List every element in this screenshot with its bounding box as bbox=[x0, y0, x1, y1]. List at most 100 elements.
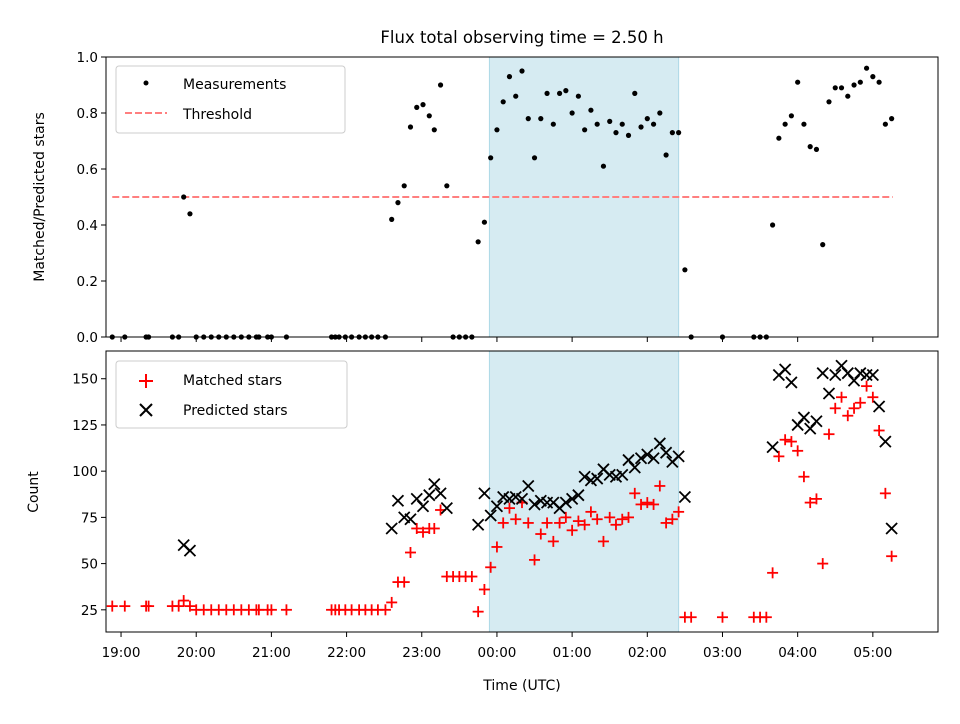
measurement-point bbox=[889, 116, 895, 122]
measurement-point bbox=[588, 107, 594, 113]
x-b bbox=[472, 518, 485, 531]
x-b bbox=[785, 376, 798, 389]
matched-stars-points bbox=[106, 380, 898, 623]
matched-star-point bbox=[106, 600, 118, 612]
x-b bbox=[628, 461, 641, 474]
x-b bbox=[440, 502, 453, 515]
top-y-tick-label: 1.0 bbox=[77, 50, 98, 66]
measurement-point bbox=[619, 121, 625, 127]
measurement-point bbox=[644, 116, 650, 122]
matched-star-point bbox=[472, 606, 484, 618]
measurement-point bbox=[876, 79, 882, 85]
x-b bbox=[841, 367, 854, 380]
top-legend-box bbox=[115, 65, 346, 134]
legend-matched-label: Matched stars bbox=[183, 373, 282, 389]
x-tick-label: 21:00 bbox=[252, 645, 291, 661]
chart-title: Flux total observing time = 2.50 h bbox=[380, 28, 663, 47]
legend-matched-marker bbox=[139, 374, 153, 388]
bottom-highlight-span bbox=[488, 350, 680, 633]
matched-star-point bbox=[836, 391, 848, 403]
top-y-tick-label: 0.6 bbox=[77, 162, 98, 178]
measurement-point bbox=[650, 121, 657, 127]
x-b bbox=[416, 500, 430, 513]
measurement-point bbox=[481, 219, 488, 225]
measurement-point bbox=[851, 82, 857, 88]
matched-star-point bbox=[265, 604, 277, 616]
x-b bbox=[183, 544, 197, 557]
top-y-axis-label: Matched/Predicted stars bbox=[32, 112, 48, 282]
predicted-star-point bbox=[391, 494, 405, 507]
predicted-star-point bbox=[440, 502, 453, 515]
x-tick-label: 22:00 bbox=[327, 645, 366, 661]
predicted-star-point bbox=[572, 489, 585, 502]
measurement-point bbox=[600, 163, 607, 169]
x-b bbox=[398, 511, 411, 524]
matched-star-point bbox=[810, 493, 822, 505]
matched-star-point bbox=[572, 515, 584, 527]
predicted-star-point bbox=[634, 452, 648, 465]
legend-measurements-label: Measurements bbox=[183, 77, 286, 93]
bottom-y-tick-label: 25 bbox=[81, 603, 98, 619]
matched-star-point bbox=[591, 513, 603, 525]
matched-star-point bbox=[798, 471, 810, 483]
matched-star-point bbox=[184, 600, 196, 612]
top-legend: Measurements Threshold bbox=[115, 65, 346, 134]
matched-star-point bbox=[566, 524, 578, 536]
x-b bbox=[391, 494, 405, 507]
x-tick-label: 04:00 bbox=[778, 645, 817, 661]
matched-star-point bbox=[635, 498, 647, 510]
matched-star-point bbox=[804, 497, 816, 509]
matched-star-point bbox=[579, 519, 591, 531]
measurement-point bbox=[845, 93, 851, 99]
predicted-star-point bbox=[678, 490, 692, 504]
matched-star-point bbox=[178, 595, 190, 607]
matched-star-point bbox=[773, 450, 785, 462]
matched-star-point bbox=[716, 611, 728, 623]
predicted-star-point bbox=[778, 363, 792, 376]
matched-star-point bbox=[654, 480, 666, 492]
predicted-star-point bbox=[766, 440, 779, 454]
predicted-star-point bbox=[578, 470, 591, 483]
predicted-stars-points bbox=[177, 359, 898, 557]
x-b bbox=[641, 448, 654, 461]
measurement-point bbox=[488, 155, 494, 161]
predicted-star-point bbox=[478, 487, 491, 500]
measurement-point bbox=[826, 99, 832, 105]
predicted-star-point bbox=[591, 472, 604, 485]
predicted-star-point bbox=[559, 496, 572, 509]
measurement-point bbox=[795, 79, 801, 85]
x-b bbox=[522, 479, 535, 493]
measurement-point bbox=[181, 194, 187, 200]
x-tick-label: 01:00 bbox=[553, 645, 592, 661]
matched-star-point bbox=[503, 502, 515, 514]
legend-predicted-label: Predicted stars bbox=[183, 403, 288, 419]
predicted-star-point bbox=[183, 544, 197, 557]
measurement-point bbox=[556, 90, 563, 96]
predicted-star-point bbox=[829, 368, 842, 382]
matched-star-point bbox=[466, 571, 478, 583]
x-b bbox=[490, 500, 504, 513]
measurement-point bbox=[407, 124, 414, 130]
matched-star-point bbox=[280, 604, 292, 616]
predicted-star-point bbox=[484, 509, 497, 522]
matched-star-point bbox=[685, 611, 697, 623]
matched-star-point bbox=[785, 436, 797, 448]
measurement-point bbox=[776, 135, 782, 141]
measurement-point bbox=[607, 118, 613, 124]
predicted-star-point bbox=[416, 500, 430, 513]
matched-star-point bbox=[585, 506, 597, 518]
matched-star-point bbox=[873, 424, 885, 436]
measurement-point bbox=[494, 127, 500, 133]
bottom-y-tick-label: 125 bbox=[72, 418, 98, 434]
predicted-star-point bbox=[528, 498, 541, 511]
predicted-star-point bbox=[385, 522, 398, 535]
matched-star-point bbox=[411, 522, 423, 534]
matched-star-point bbox=[829, 402, 841, 414]
measurement-point bbox=[531, 155, 538, 161]
matched-star-point bbox=[173, 600, 185, 612]
matched-star-point bbox=[641, 497, 653, 509]
matched-star-point bbox=[610, 519, 622, 531]
predicted-star-point bbox=[565, 492, 579, 506]
x-b bbox=[835, 359, 848, 372]
measurement-point bbox=[770, 222, 776, 228]
